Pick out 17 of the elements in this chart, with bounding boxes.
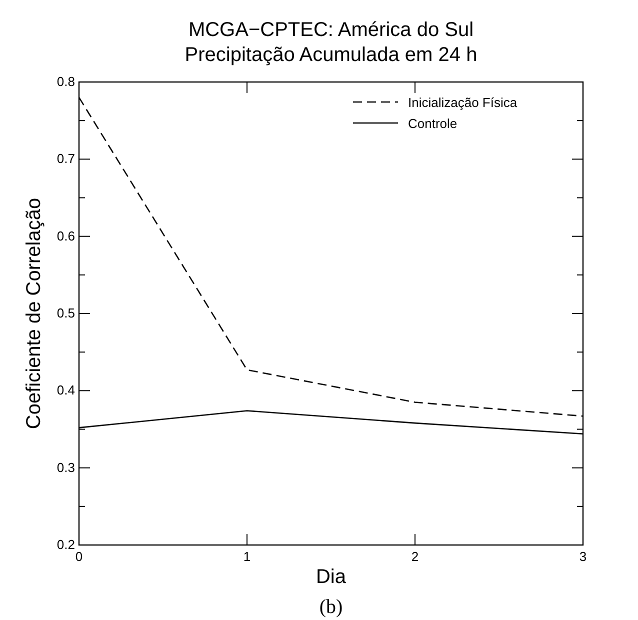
x-tick-label: 3 <box>579 549 587 564</box>
x-tick-label: 0 <box>75 549 83 564</box>
y-tick-label: 0.5 <box>56 306 75 320</box>
y-axis-title: Coeficiente de Correlação <box>23 198 45 430</box>
y-tick-label: 0.8 <box>56 74 75 89</box>
x-axis-title: Dia <box>316 566 347 588</box>
x-tick-label: 2 <box>411 549 419 564</box>
legend-label: Inicialização Física <box>408 95 518 110</box>
legend-label: Controle <box>408 116 458 131</box>
chart-title: MCGA−CPTEC: América do Sul Precipitação Acumulada em 24 h <box>184 19 478 66</box>
y-tick-label: 0.7 <box>56 151 75 166</box>
text: (b) <box>319 596 343 618</box>
y-tick-label: 0.3 <box>56 460 75 475</box>
x-tick-label: 1 <box>243 549 251 564</box>
y-tick-label: 0.2 <box>56 537 75 552</box>
y-tick-label: 0.4 <box>56 382 75 398</box>
y-tick-label: 0.6 <box>56 228 75 244</box>
